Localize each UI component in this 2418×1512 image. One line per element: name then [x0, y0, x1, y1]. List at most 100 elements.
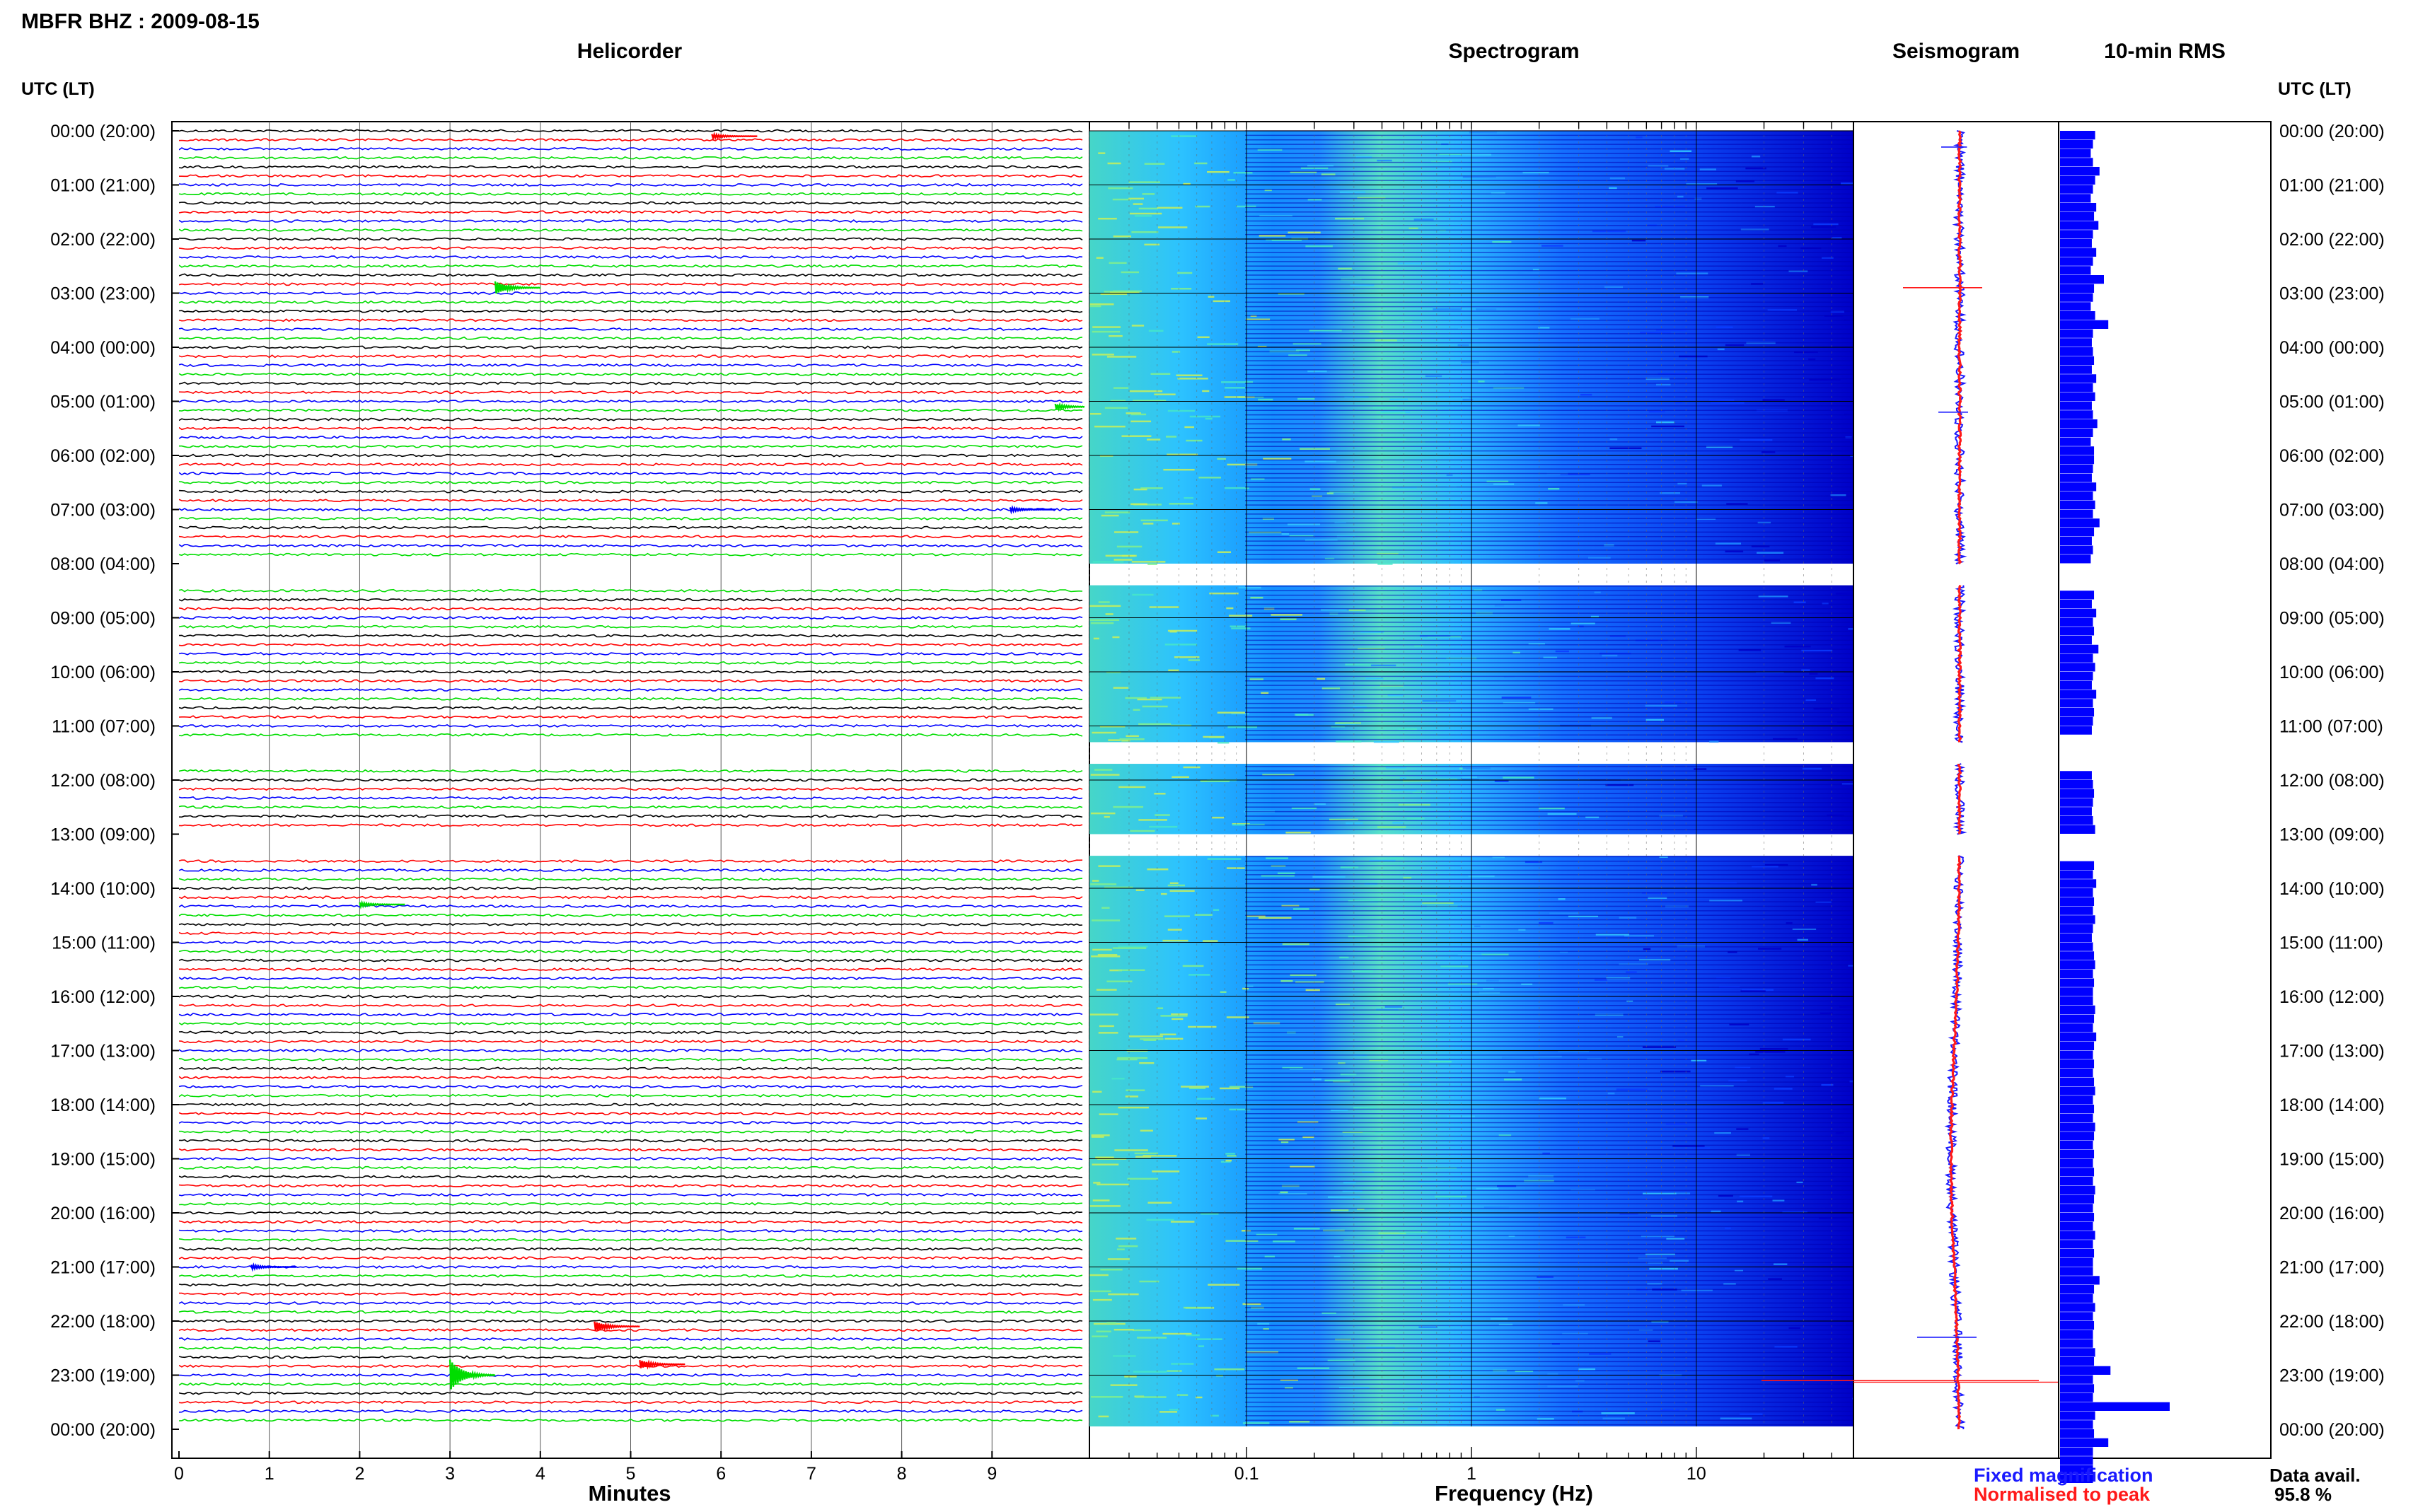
spectrogram-cell — [1338, 1062, 1346, 1064]
helicorder-trace — [179, 687, 1083, 692]
spectrogram-cell — [1327, 1196, 1360, 1198]
rms-bar — [2060, 1447, 2093, 1456]
spectrogram-cell — [1210, 1414, 1219, 1417]
spectrogram-cell — [1140, 1038, 1164, 1040]
spectrogram-cell — [1643, 948, 1651, 950]
spectrogram-cell — [1486, 480, 1509, 483]
helicorder-trace — [179, 453, 1082, 458]
spectrogram-cell — [1208, 1284, 1240, 1286]
helicorder-trace — [179, 778, 1083, 782]
spectrogram-cell — [1406, 1282, 1421, 1284]
spectrogram-cell — [1107, 162, 1121, 165]
spectrogram-cell — [1796, 1181, 1803, 1184]
spectrogram-cell — [1566, 1236, 1586, 1239]
helicorder-trace — [179, 1400, 1082, 1405]
spectrogram-cell — [1380, 411, 1411, 413]
rms-bar — [2060, 1375, 2093, 1384]
rms-bar — [2060, 1257, 2093, 1267]
helicorder-trace — [179, 1184, 1082, 1188]
helicorder-event — [359, 900, 405, 909]
data-availability-value: 95.8 % — [2274, 1484, 2332, 1505]
spectrogram-cell — [1104, 511, 1130, 513]
spectrogram-cell — [1575, 1380, 1585, 1382]
spectrogram-cell — [1105, 613, 1113, 615]
rms-bar — [2060, 211, 2095, 221]
spectrogram-cell — [1110, 291, 1140, 293]
spectrogram-cell — [1640, 331, 1671, 334]
minute-tick-label: 7 — [806, 1464, 816, 1484]
helicorder-trace — [179, 1103, 1083, 1107]
helicorder-trace — [179, 182, 1083, 187]
spectrogram-cell — [1558, 898, 1566, 900]
helicorder-trace — [179, 823, 1083, 827]
spectrogram-cell — [1213, 300, 1231, 303]
rms-bar — [2060, 266, 2091, 275]
spectrogram-cell — [1261, 875, 1295, 877]
spectrogram-cell — [1135, 889, 1145, 892]
spectrogram-cell — [1694, 1147, 1711, 1149]
spectrogram-cell — [1478, 380, 1485, 383]
helicorder-trace — [179, 994, 1083, 999]
spectrogram-cell — [1589, 1353, 1612, 1355]
helicorder-trace — [179, 877, 1083, 881]
helicorder-trace — [179, 1364, 1083, 1368]
spectrogram-cell — [1183, 1306, 1214, 1309]
time-label-right: 23:00 (19:00) — [2279, 1366, 2385, 1386]
spectrogram-cell — [1259, 917, 1292, 919]
helicorder-trace — [179, 805, 1083, 809]
spectrogram-cell — [1121, 435, 1152, 437]
spectrogram-cell — [1147, 868, 1169, 871]
spectrogram-cell — [1595, 934, 1630, 936]
spectrogram-cell — [1246, 985, 1254, 988]
spectrogram-panel: 0.1 1 10 Frequency (Hz) — [1089, 121, 1854, 1506]
helicorder-trace — [179, 1283, 1083, 1287]
minute-tick-label: 1 — [265, 1464, 274, 1484]
helicorder-trace — [179, 390, 1083, 395]
spectrogram-cell — [1392, 822, 1404, 824]
spectrogram-cell — [1098, 217, 1117, 220]
spectrogram-cell — [1092, 1163, 1119, 1165]
spectrogram-cell — [1147, 563, 1157, 565]
helicorder-trace — [179, 1129, 1083, 1134]
spectrogram-cell — [1321, 173, 1336, 175]
spectrogram-cell — [1189, 415, 1221, 418]
spectrogram-cell — [1194, 162, 1208, 165]
spectrogram-cell — [1167, 929, 1182, 931]
helicorder-trace — [179, 237, 1083, 241]
spectrogram-cell — [1140, 519, 1168, 522]
spectrogram-cell — [1233, 171, 1253, 174]
spectrogram-cell — [1280, 1191, 1288, 1194]
spectrogram-cell — [1331, 1109, 1348, 1112]
spectrogram-cell — [1256, 1233, 1278, 1236]
spectrogram-cell — [1144, 163, 1165, 165]
spectrogram-cell — [1262, 774, 1295, 776]
spectrogram-cell — [1338, 267, 1352, 270]
spectrogram-cell — [1111, 1077, 1125, 1080]
spectrogram-cell — [1121, 739, 1130, 742]
helicorder-trace — [179, 472, 1083, 476]
spectrogram-cell — [1539, 1097, 1567, 1100]
spectrogram-cell — [1665, 1123, 1687, 1125]
spectrogram-cell — [1786, 922, 1793, 924]
spectrogram-cell — [1521, 983, 1533, 985]
rms-bar — [2060, 1033, 2097, 1042]
spectrogram-cell — [1207, 170, 1230, 173]
rms-bar — [2060, 248, 2097, 257]
spectrogram-cell — [1089, 303, 1114, 306]
spectrogram-cell — [1292, 342, 1321, 345]
spectrogram-cell — [1377, 552, 1399, 555]
spectrogram-cell — [1089, 1290, 1111, 1293]
seismogram-normalised-trace — [1957, 584, 1962, 743]
spectrogram-cell — [1095, 1156, 1114, 1158]
spectrogram-cell — [1288, 354, 1307, 356]
spectrogram-cell — [1377, 826, 1406, 828]
spectrogram-cell — [1504, 372, 1520, 375]
spectrogram-cell — [1720, 1417, 1752, 1419]
spectrogram-cell — [1165, 436, 1177, 438]
spectrogram-cell — [1135, 215, 1152, 217]
spectrogram-cell — [1287, 523, 1321, 525]
spectrogram-cell — [1217, 741, 1230, 744]
minute-tick-label: 8 — [897, 1464, 907, 1484]
spectrogram-cell — [1291, 807, 1317, 810]
helicorder-trace — [179, 273, 1082, 277]
